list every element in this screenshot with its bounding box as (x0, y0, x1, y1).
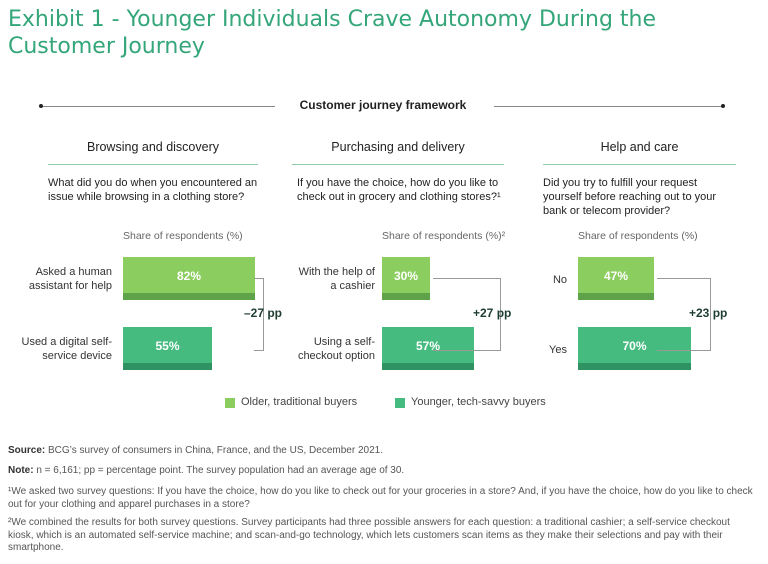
legend-swatch-older (225, 398, 235, 408)
bar-browsing-younger: 55% (123, 327, 212, 370)
panel-heading-help: Help and care (543, 140, 736, 165)
framework-right-dot (721, 104, 725, 108)
bar-underline (382, 363, 474, 370)
bar-value-label: 30% (393, 269, 419, 283)
source-label: Source: (8, 445, 46, 456)
legend-label-older: Older, traditional buyers (241, 396, 358, 408)
bar-help-older: 47% (578, 257, 654, 300)
bar-underline (382, 293, 430, 300)
framework-left-line (43, 106, 275, 107)
note-text: n = 6,161; pp = percentage point. The su… (33, 465, 405, 476)
diff-label-purchasing: +27 pp (473, 306, 512, 320)
bar-value-label: 57% (415, 339, 441, 353)
row-label-browsing-younger: Used a digital self-service device (21, 336, 113, 362)
diff-bracket-help (657, 278, 711, 351)
bar-browsing-older: 82% (123, 257, 255, 300)
bar-purchasing-younger: 57% (382, 327, 474, 370)
bar-purchasing-older: 30% (382, 257, 430, 300)
bar-underline (123, 293, 255, 300)
note-label: Note: (8, 465, 34, 476)
row-label-help-older: No (552, 274, 567, 286)
legend-swatch-younger (395, 398, 405, 408)
note-line: Note: n = 6,161; pp = percentage point. … (8, 465, 758, 478)
bar-value-label: 82% (176, 269, 202, 283)
panel-question-help: Did you try to fulfill your request your… (543, 177, 717, 217)
row-label-help-younger: Yes (549, 344, 567, 356)
bar-value-label: 70% (622, 339, 647, 353)
source-text: BCG’s survey of consumers in China, Fran… (45, 445, 383, 456)
diff-label-browsing: –27 pp (244, 306, 283, 320)
row-label-browsing-older: Asked a human assistant for help (28, 266, 112, 292)
panel-question-purchasing: If you have the choice, how do you like … (297, 177, 501, 203)
panel-heading-purchasing: Purchasing and delivery (292, 140, 504, 165)
share-label-help: Share of respondents (%) (578, 230, 698, 242)
framework-left-dot (39, 104, 43, 108)
bar-underline (578, 293, 654, 300)
footnote-1: ¹We asked two survey questions: If you h… (8, 486, 753, 510)
diff-bracket-browsing (254, 278, 264, 351)
share-label-purchasing: Share of respondents (%)² (382, 230, 506, 242)
diff-label-help: +23 pp (689, 306, 728, 320)
framework-title: Customer journey framework (299, 98, 467, 112)
bar-underline (123, 363, 212, 370)
row-label-purchasing-older: With the help of a cashier (298, 266, 375, 292)
row-label-purchasing-younger: Using a self-checkout option (297, 336, 375, 362)
diff-bracket-purchasing (433, 278, 501, 351)
bar-underline (578, 363, 691, 370)
bar-help-younger: 70% (578, 327, 691, 370)
panel-question-browsing: What did you do when you encountered an … (48, 177, 258, 203)
bar-value-label: 47% (603, 269, 629, 283)
footnote-2: ²We combined the results for both survey… (8, 517, 730, 553)
framework-right-line (494, 106, 722, 107)
legend-label-younger: Younger, tech-savvy buyers (411, 396, 546, 408)
exhibit-title: Exhibit 1 - Younger Individuals Crave Au… (8, 7, 657, 59)
share-label-browsing: Share of respondents (%) (123, 230, 243, 242)
panel-heading-browsing: Browsing and discovery (48, 140, 258, 165)
source-note: Source: BCG’s survey of consumers in Chi… (8, 445, 758, 458)
bar-value-label: 55% (155, 339, 180, 353)
